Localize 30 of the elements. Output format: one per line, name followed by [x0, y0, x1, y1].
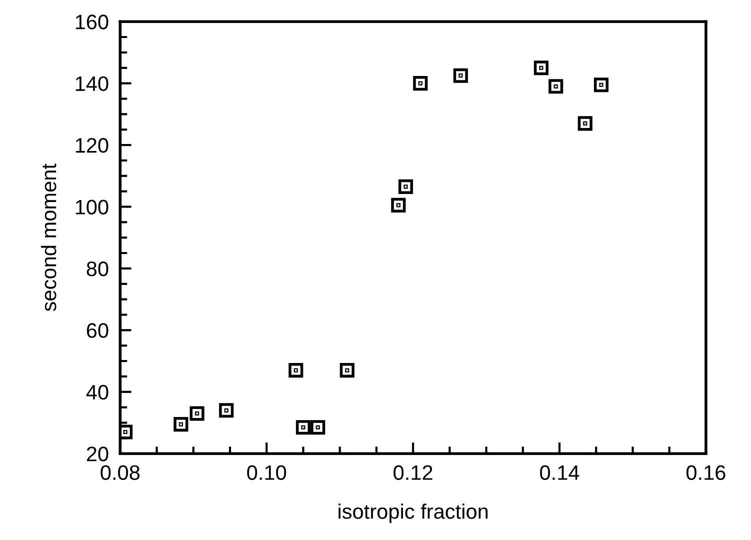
x-tick-label: 0.10 — [247, 465, 286, 480]
y-tick-label: 120 — [76, 138, 108, 153]
point — [340, 363, 354, 378]
point — [219, 403, 234, 418]
point — [548, 79, 564, 94]
x-tick-label: 0.08 — [100, 465, 140, 480]
x-axis-title: isotropic fraction — [338, 504, 488, 523]
point — [310, 420, 326, 435]
point — [578, 116, 592, 131]
point — [594, 78, 609, 92]
x-tick-label: 0.12 — [394, 465, 432, 480]
y-tick-label: 40 — [86, 384, 108, 400]
y-axis-title: second moment — [40, 164, 56, 312]
y-tick-label: 160 — [76, 14, 108, 30]
y-tick-label: 140 — [76, 76, 108, 92]
y-tick-label: 80 — [86, 261, 108, 276]
point — [174, 417, 188, 432]
point — [534, 60, 548, 76]
point — [296, 420, 310, 435]
y-tick-label: 20 — [86, 446, 108, 462]
x-tick-label: 0.14 — [540, 465, 580, 480]
point — [391, 198, 406, 212]
point — [190, 406, 204, 421]
point — [288, 363, 304, 378]
point — [398, 179, 414, 194]
point — [453, 68, 468, 83]
y-tick-label: 60 — [86, 323, 108, 338]
y-tick-label: 100 — [76, 200, 108, 214]
point — [413, 76, 428, 91]
x-tick-label: 0.16 — [686, 465, 726, 480]
